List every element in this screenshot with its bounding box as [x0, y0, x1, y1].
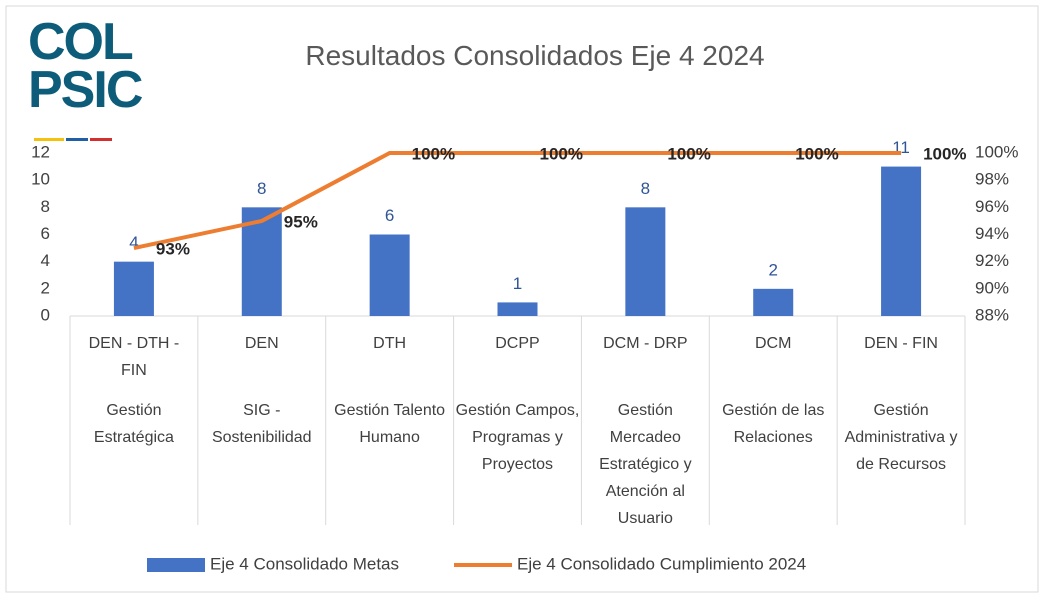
- x-tick-label: Gestión Administrativa y de Recursos: [844, 402, 958, 473]
- line-value-label: 100%: [667, 144, 710, 163]
- x-tick-label: Gestión Mercadeo Estratégico y Atención …: [599, 402, 692, 527]
- frame: [5, 5, 1039, 593]
- y2-tick-label: 96%: [975, 197, 1009, 216]
- bar-value-label: 4: [129, 233, 138, 252]
- x-tick-label: Gestión Estratégica: [93, 402, 174, 446]
- logo-line: PSIC: [28, 61, 143, 119]
- x-group-label: DCM - DRP: [603, 335, 688, 352]
- y-tick-label: 2: [41, 278, 50, 297]
- bar: [625, 207, 666, 316]
- line-value-label: 100%: [540, 144, 583, 163]
- legend-label: Eje 4 Consolidado Metas: [210, 554, 399, 573]
- bar: [497, 302, 538, 316]
- legend-swatch: [147, 558, 205, 572]
- bar-value-label: 8: [641, 179, 650, 198]
- logo-bar: [66, 138, 88, 141]
- bar-value-label: 1: [513, 274, 522, 293]
- line: [133, 151, 902, 251]
- line-value-label: 100%: [795, 144, 838, 163]
- x-group-label: DEN: [244, 335, 279, 352]
- y2-tick-label: 98%: [975, 170, 1009, 189]
- y-tick-label: 8: [41, 197, 50, 216]
- y2-tick-label: 92%: [975, 251, 1009, 270]
- bar-value-label: 8: [257, 179, 266, 198]
- y2-tick-label: 88%: [975, 305, 1009, 324]
- y-tick-label: 10: [31, 170, 50, 189]
- legend-label: Eje 4 Consolidado Cumplimiento 2024: [517, 554, 806, 573]
- logo-bar: [90, 138, 112, 141]
- x-group-label: DTH: [373, 335, 407, 352]
- y2-tick-label: 90%: [975, 278, 1009, 297]
- x-tick-label: Gestión Talento Humano: [334, 402, 446, 446]
- y-tick-label: 6: [41, 224, 50, 243]
- x-tick-label: Gestión de las Relaciones: [722, 402, 825, 446]
- y-tick-label: 4: [41, 251, 50, 270]
- y-tick-label: 12: [31, 142, 50, 161]
- bar-value-label: 2: [768, 260, 777, 279]
- bar: [113, 261, 154, 316]
- line-value-label: 95%: [284, 212, 318, 231]
- bar: [369, 234, 410, 316]
- logo: COL PSIC: [28, 13, 143, 119]
- x-group-label: DCPP: [495, 335, 540, 352]
- chart-title: Resultados Consolidados Eje 4 2024: [305, 40, 765, 71]
- y2-tick-label: 100%: [975, 142, 1018, 161]
- y2-tick-label: 94%: [975, 224, 1009, 243]
- x-group-label: DEN - FIN: [864, 335, 938, 352]
- x-group-label: DEN - DTH - FIN: [88, 335, 180, 379]
- logo-line: COL: [28, 13, 134, 71]
- bar-value-label: 6: [385, 206, 394, 225]
- bar: [753, 288, 794, 316]
- line-value-label: 100%: [412, 144, 455, 163]
- x-group-label: DCM: [754, 335, 792, 352]
- x-tick-label: Gestión Campos, Programas y Proyectos: [455, 402, 580, 473]
- y-tick-label: 0: [41, 305, 50, 324]
- line-value-label: 100%: [923, 144, 966, 163]
- line-value-label: 93%: [156, 240, 190, 259]
- bar: [881, 166, 922, 316]
- logo-bar: [34, 138, 64, 141]
- x-tick-label: SIG - Sostenibilidad: [211, 402, 312, 446]
